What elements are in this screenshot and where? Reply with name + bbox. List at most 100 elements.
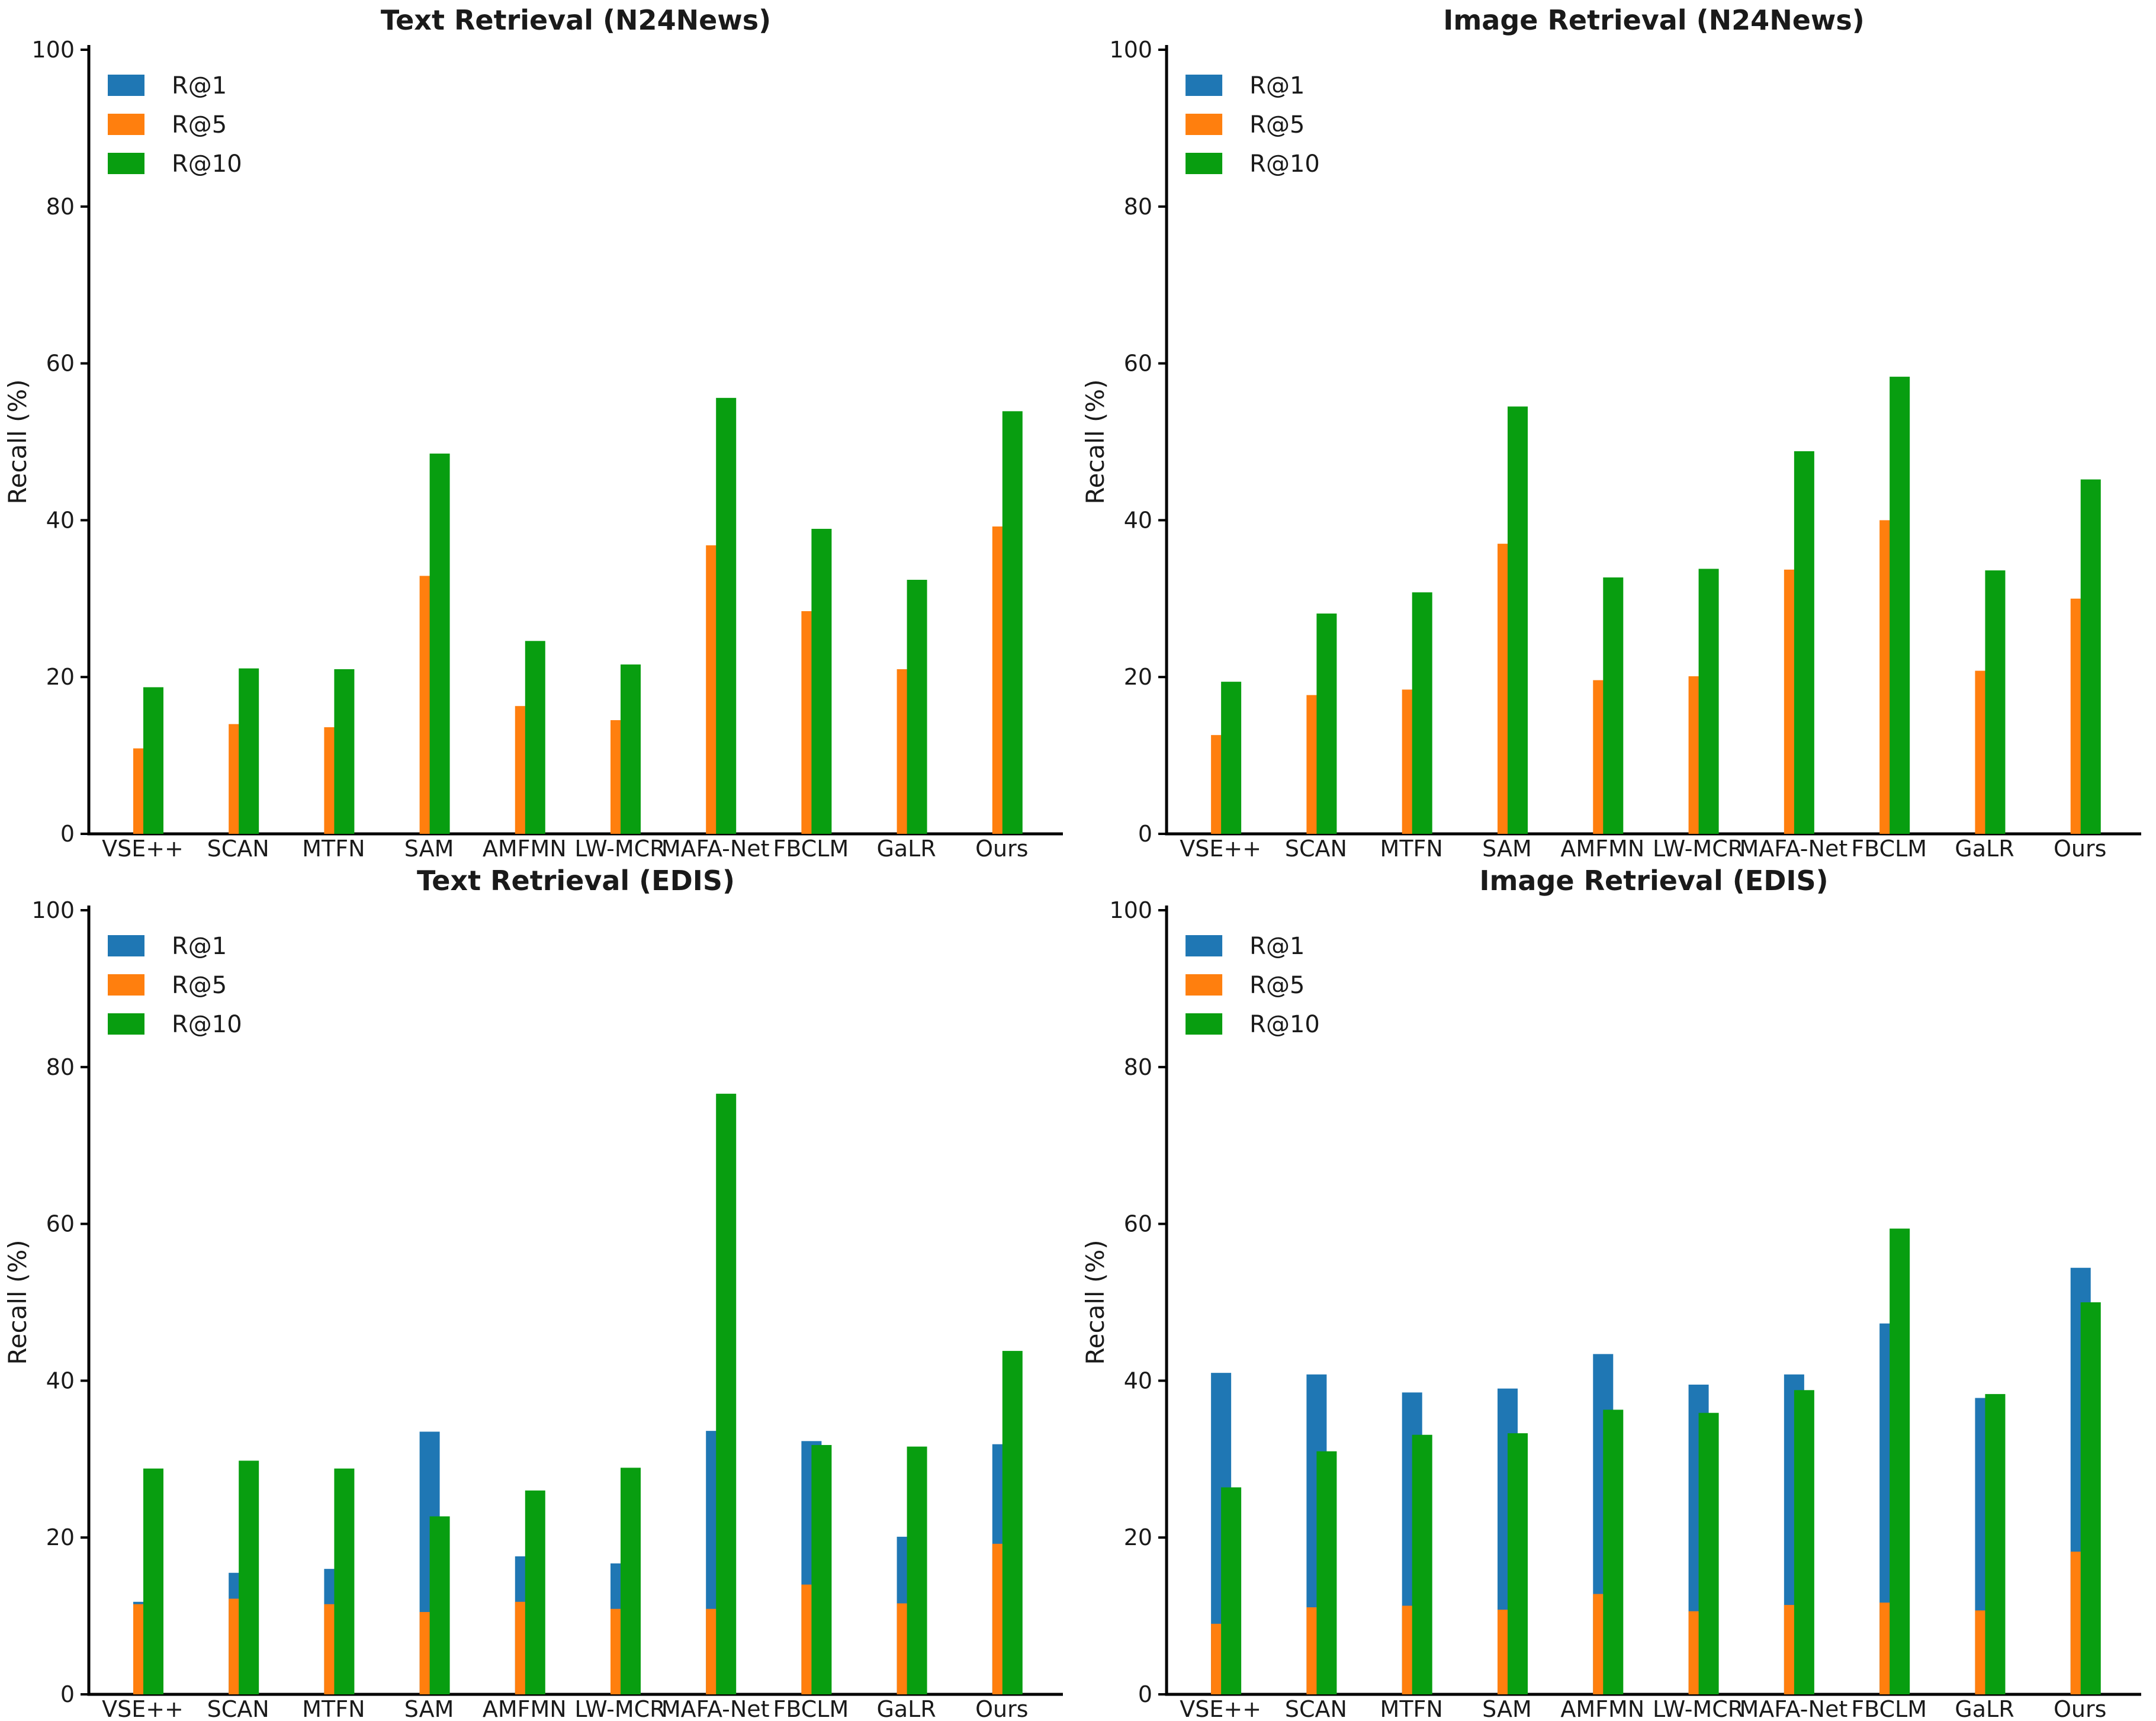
y-axis-label: Recall (%)	[1081, 379, 1110, 504]
y-tick-label: 100	[31, 897, 75, 923]
legend-swatch-r5	[1185, 114, 1223, 135]
y-tick-label: 100	[1110, 37, 1153, 63]
bar-r10-ours	[2080, 1302, 2101, 1694]
y-tick-label: 0	[60, 1681, 75, 1707]
y-tick-label: 80	[46, 194, 75, 220]
legend-label-r1: R@1	[172, 933, 227, 960]
x-tick-label: FBCLM	[1851, 836, 1927, 860]
bar-r10-sam	[429, 453, 450, 834]
legend-label-r1: R@1	[1249, 72, 1304, 99]
y-tick-label: 60	[46, 1211, 75, 1237]
bar-r10-ours	[1002, 1351, 1023, 1694]
chart-title: Text Retrieval (N24News)	[381, 4, 771, 36]
bar-r10-fbclm	[1890, 377, 1910, 834]
bar-r10-scan	[239, 668, 259, 834]
bar-r10-lw-mcr	[621, 664, 641, 834]
x-tick-label: GaLR	[876, 1696, 936, 1721]
chart-title: Text Retrieval (EDIS)	[417, 865, 735, 897]
x-tick-label: Ours	[2054, 1696, 2106, 1721]
legend-label-r10: R@10	[172, 1011, 242, 1038]
bar-r10-mafa-net	[1794, 1390, 1814, 1694]
bar-r10-lw-mcr	[1698, 1412, 1719, 1694]
chart-top-left: Text Retrieval (N24News) 0 20 40 60 80 100 Reca…	[3, 4, 1063, 860]
legend-label-r10: R@10	[172, 150, 242, 178]
x-tick-label: AMFMN	[1560, 1696, 1644, 1721]
legend-label-r10: R@10	[1249, 150, 1320, 178]
legend-label-r5: R@5	[1249, 111, 1304, 139]
legend-swatch-r1	[108, 75, 144, 96]
y-tick-label: 80	[46, 1054, 75, 1080]
x-tick-label: VSE++	[102, 1696, 184, 1721]
bar-r10-lw-mcr	[1698, 569, 1719, 834]
x-tick-label: VSE++	[1180, 1696, 1261, 1721]
bar-r10-galr	[907, 580, 927, 834]
x-tick-label: LW-MCR	[574, 836, 665, 860]
x-tick-label: AMFMN	[483, 836, 567, 860]
legend-swatch-r5	[108, 974, 144, 996]
x-tick-label: SAM	[1482, 836, 1532, 860]
x-tick-label: Ours	[2054, 836, 2106, 860]
x-tick-label: MTFN	[302, 1696, 365, 1721]
x-tick-label: SAM	[1482, 1696, 1532, 1721]
y-tick-label: 80	[1124, 1054, 1152, 1080]
chart-top-right: Image Retrieval (N24News) 0 20 40 60 80 100 Rec…	[1081, 4, 2141, 860]
legend-swatch-r10	[108, 1013, 144, 1035]
y-tick-label: 60	[46, 351, 75, 377]
x-tick-label: MAFA-Net	[661, 836, 770, 860]
x-tick-label: MAFA-Net	[661, 1696, 770, 1721]
y-tick-label: 80	[1124, 194, 1152, 220]
legend-swatch-r1	[108, 935, 144, 956]
x-tick-label: Ours	[975, 1696, 1028, 1721]
y-tick-label: 40	[46, 507, 75, 533]
y-tick-label: 60	[1124, 1211, 1152, 1237]
y-axis-label: Recall (%)	[3, 379, 32, 504]
bar-r10-amfmn	[1603, 1409, 1624, 1694]
legend-swatch-r10	[1185, 1013, 1223, 1035]
bar-r10-mtfn	[1412, 1434, 1432, 1694]
bar-r10-sam	[429, 1516, 450, 1694]
panel-top-right: Image Retrieval (N24News) 0 20 40 60 80 100 Rec…	[1078, 0, 2156, 860]
x-tick-label: GaLR	[876, 836, 936, 860]
y-tick-label: 0	[1138, 1681, 1152, 1707]
legend-label-r10: R@10	[1249, 1011, 1320, 1038]
legend-swatch-r5	[1185, 974, 1223, 996]
panel-bottom-right: Image Retrieval (EDIS) 0 20 40 60 80 100 Recall…	[1078, 860, 2156, 1721]
x-tick-label: LW-MCR	[1653, 1696, 1743, 1721]
bar-r10-mtfn	[1412, 592, 1432, 834]
y-tick-label: 100	[31, 37, 75, 63]
x-tick-label: FBCLM	[1851, 1696, 1927, 1721]
bar-r10-fbclm	[811, 528, 832, 834]
y-tick-label: 40	[1124, 507, 1152, 533]
y-tick-label: 100	[1110, 897, 1153, 923]
legend-label-r5: R@5	[172, 111, 227, 139]
bar-r10-galr	[1985, 570, 2006, 834]
bar-r10-amfmn	[1603, 577, 1624, 834]
bar-r10-amfmn	[525, 1490, 545, 1694]
x-tick-label: MTFN	[302, 836, 365, 860]
chart-title: Image Retrieval (N24News)	[1443, 4, 1865, 36]
bar-r10-vse++	[143, 687, 163, 834]
bar-r10-mafa-net	[716, 1093, 737, 1694]
bar-r10-galr	[1985, 1394, 2006, 1694]
legend-swatch-r5	[108, 114, 144, 135]
bar-r10-fbclm	[1890, 1228, 1910, 1694]
x-tick-label: SCAN	[207, 836, 269, 860]
legend-swatch-r1	[1185, 935, 1223, 956]
bar-r10-amfmn	[525, 641, 545, 834]
y-tick-label: 20	[1124, 1524, 1152, 1550]
x-tick-label: SCAN	[1285, 836, 1347, 860]
x-tick-label: SAM	[404, 1696, 454, 1721]
chart-title: Image Retrieval (EDIS)	[1479, 865, 1828, 897]
chart-bottom-right: Image Retrieval (EDIS) 0 20 40 60 80 100 Recall…	[1081, 865, 2141, 1721]
x-tick-label: GaLR	[1955, 836, 2014, 860]
bar-r10-ours	[2080, 479, 2101, 834]
y-tick-label: 60	[1124, 351, 1152, 377]
y-tick-label: 40	[46, 1367, 75, 1394]
y-axis-label: Recall (%)	[3, 1240, 32, 1364]
x-tick-label: LW-MCR	[1653, 836, 1743, 860]
x-tick-label: VSE++	[1180, 836, 1261, 860]
panel-bottom-left: Text Retrieval (EDIS) 0 20 40 60 80 100 Recall …	[0, 860, 1078, 1721]
bar-r10-scan	[1316, 613, 1337, 834]
y-tick-label: 20	[1124, 664, 1152, 690]
x-tick-label: FBCLM	[773, 1696, 849, 1721]
